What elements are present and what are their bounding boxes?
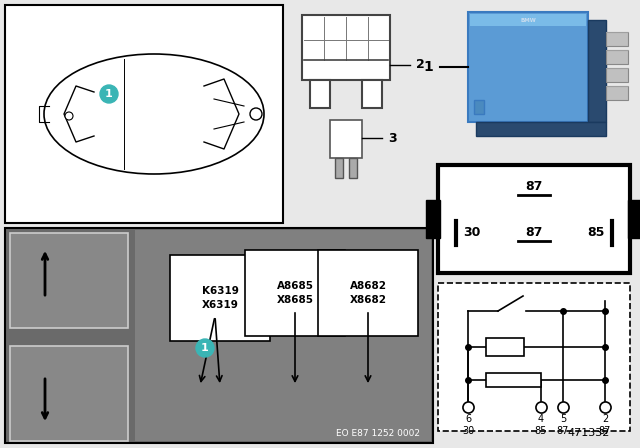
Text: 87: 87 [557, 426, 569, 436]
Text: 471332: 471332 [568, 428, 610, 438]
Bar [606, 68, 628, 82]
Text: 4: 4 [538, 414, 544, 424]
Bar [476, 122, 606, 136]
Text: 87: 87 [525, 181, 543, 194]
Bar [330, 120, 362, 158]
Bar [486, 373, 541, 387]
Bar [474, 100, 484, 114]
Text: 30: 30 [462, 426, 474, 436]
Text: 6: 6 [465, 414, 471, 424]
Bar [426, 200, 440, 238]
Text: 85: 85 [535, 426, 547, 436]
Bar [302, 15, 390, 80]
Bar [606, 50, 628, 64]
Circle shape [250, 108, 262, 120]
Bar [606, 86, 628, 100]
Bar [5, 228, 433, 443]
Text: 5: 5 [560, 414, 566, 424]
Text: 87: 87 [599, 426, 611, 436]
Bar [135, 230, 431, 441]
Text: BMW: BMW [520, 17, 536, 22]
Circle shape [196, 339, 214, 357]
Text: EO E87 1252 0002: EO E87 1252 0002 [336, 428, 420, 438]
Bar [470, 14, 586, 26]
Text: 30: 30 [463, 227, 481, 240]
Bar [486, 338, 524, 356]
Circle shape [100, 85, 118, 103]
Text: 87: 87 [525, 227, 543, 240]
Bar [438, 283, 630, 431]
Text: K6319
X6319: K6319 X6319 [202, 286, 239, 310]
Text: A8685
X8685: A8685 X8685 [276, 281, 314, 305]
Bar [362, 80, 382, 108]
Text: 2: 2 [416, 59, 425, 72]
Bar [468, 12, 588, 122]
Bar [10, 233, 128, 328]
Text: 1: 1 [423, 60, 433, 74]
Bar [606, 32, 628, 46]
Bar [335, 158, 343, 178]
Bar [10, 346, 128, 441]
Bar [349, 158, 357, 178]
Bar [588, 20, 606, 122]
Circle shape [65, 112, 73, 120]
Text: 3: 3 [388, 132, 397, 145]
Text: 85: 85 [588, 227, 605, 240]
Ellipse shape [44, 54, 264, 174]
Bar [438, 165, 630, 273]
Text: 1: 1 [201, 343, 209, 353]
Bar [310, 80, 330, 108]
Text: A8682
X8682: A8682 X8682 [349, 281, 387, 305]
Text: 1: 1 [105, 89, 113, 99]
Bar [628, 200, 640, 238]
Text: 2: 2 [602, 414, 608, 424]
Bar [5, 5, 283, 223]
